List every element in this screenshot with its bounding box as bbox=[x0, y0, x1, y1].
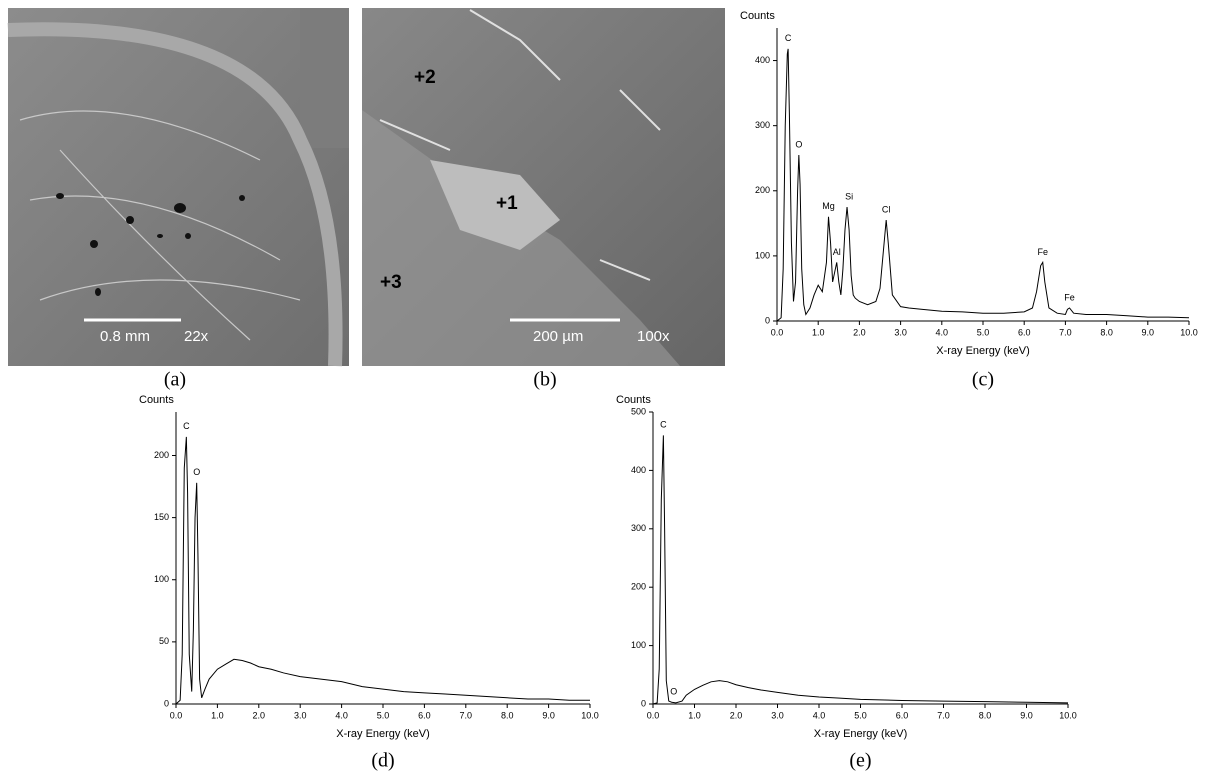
y-tick-label: 50 bbox=[159, 636, 169, 646]
magnification: 100x bbox=[637, 328, 670, 345]
point-marker: +2 bbox=[414, 67, 436, 88]
y-axis-label: Counts bbox=[740, 10, 775, 22]
scale-bar-label: 200 µm bbox=[533, 328, 583, 345]
image-pores bbox=[56, 193, 245, 296]
image-edges bbox=[379, 9, 661, 281]
x-tick-label: 0.0 bbox=[771, 327, 784, 337]
x-axis-label: X-ray Energy (keV) bbox=[936, 345, 1030, 357]
peak-label: C bbox=[660, 420, 667, 430]
x-tick-label: 3.0 bbox=[294, 710, 307, 720]
x-tick-label: 6.0 bbox=[896, 710, 909, 720]
peak-label: Al bbox=[833, 247, 841, 257]
x-tick-label: 2.0 bbox=[253, 710, 266, 720]
sem-image-a: 0.8 mm 22x bbox=[7, 8, 349, 367]
peak-label: O bbox=[193, 467, 200, 477]
x-tick-label: 1.0 bbox=[812, 327, 825, 337]
x-tick-label: 5.0 bbox=[977, 327, 990, 337]
y-tick-label: 0 bbox=[164, 698, 169, 708]
caption: (d) bbox=[371, 750, 394, 772]
peak-label: O bbox=[795, 139, 802, 149]
x-tick-label: 1.0 bbox=[688, 710, 701, 720]
spectrum-line bbox=[175, 436, 590, 705]
y-tick-label: 200 bbox=[755, 185, 770, 195]
spectrum-line bbox=[776, 48, 1190, 322]
x-tick-label: 9.0 bbox=[542, 710, 555, 720]
x-tick-label: 1.0 bbox=[211, 710, 224, 720]
x-tick-label: 4.0 bbox=[335, 710, 348, 720]
x-tick-label: 3.0 bbox=[771, 710, 784, 720]
image-particle bbox=[430, 160, 560, 250]
x-tick-label: 2.0 bbox=[730, 710, 743, 720]
peak-label: Si bbox=[845, 191, 853, 201]
y-axis-label: Counts bbox=[616, 394, 651, 406]
image-region bbox=[300, 8, 349, 148]
y-tick-label: 150 bbox=[154, 512, 169, 522]
x-tick-label: 6.0 bbox=[418, 710, 431, 720]
caption: (a) bbox=[164, 369, 186, 391]
peak-label: C bbox=[785, 33, 792, 43]
x-tick-label: 7.0 bbox=[460, 710, 473, 720]
x-tick-label: 10.0 bbox=[581, 710, 599, 720]
y-tick-label: 0 bbox=[765, 315, 770, 325]
x-tick-label: 3.0 bbox=[894, 327, 907, 337]
scale-bar-label: 0.8 mm bbox=[100, 328, 150, 345]
x-tick-label: 5.0 bbox=[854, 710, 867, 720]
y-tick-label: 400 bbox=[755, 55, 770, 65]
caption: (c) bbox=[972, 369, 994, 391]
peak-label: Cl bbox=[882, 204, 891, 214]
x-tick-label: 9.0 bbox=[1142, 327, 1155, 337]
peak-label: Fe bbox=[1037, 247, 1048, 257]
x-tick-label: 7.0 bbox=[1059, 327, 1072, 337]
x-tick-label: 5.0 bbox=[377, 710, 390, 720]
x-tick-label: 4.0 bbox=[813, 710, 826, 720]
y-tick-label: 300 bbox=[755, 120, 770, 130]
peak-label: O bbox=[670, 687, 677, 697]
caption: (e) bbox=[849, 750, 871, 772]
x-tick-label: 4.0 bbox=[936, 327, 949, 337]
caption: (b) bbox=[533, 369, 556, 391]
peak-label: C bbox=[183, 421, 190, 431]
x-axis-label: X-ray Energy (keV) bbox=[336, 728, 430, 740]
y-tick-label: 100 bbox=[154, 574, 169, 584]
x-tick-label: 2.0 bbox=[853, 327, 866, 337]
x-tick-label: 8.0 bbox=[501, 710, 514, 720]
x-tick-label: 8.0 bbox=[1100, 327, 1113, 337]
y-tick-label: 100 bbox=[631, 640, 646, 650]
sem-image-b: 200 µm 100x +2 +1 +3 bbox=[362, 8, 725, 366]
x-tick-label: 6.0 bbox=[1018, 327, 1031, 337]
x-tick-label: 10.0 bbox=[1059, 710, 1077, 720]
x-tick-label: 8.0 bbox=[979, 710, 992, 720]
y-axis-label: Counts bbox=[139, 394, 174, 406]
y-tick-label: 500 bbox=[631, 406, 646, 416]
image-rim bbox=[7, 22, 343, 367]
x-tick-label: 0.0 bbox=[647, 710, 660, 720]
point-marker: +3 bbox=[380, 272, 402, 293]
x-tick-label: 0.0 bbox=[170, 710, 183, 720]
peak-label: Fe bbox=[1064, 292, 1075, 302]
x-tick-label: 10.0 bbox=[1180, 327, 1198, 337]
y-tick-label: 400 bbox=[631, 465, 646, 475]
y-tick-label: 200 bbox=[631, 582, 646, 592]
x-axis-label: X-ray Energy (keV) bbox=[814, 728, 908, 740]
x-tick-label: 9.0 bbox=[1020, 710, 1033, 720]
y-tick-label: 100 bbox=[755, 250, 770, 260]
spectrum-line bbox=[652, 435, 1069, 705]
y-tick-label: 300 bbox=[631, 523, 646, 533]
y-tick-label: 0 bbox=[641, 698, 646, 708]
x-tick-label: 7.0 bbox=[937, 710, 950, 720]
image-background bbox=[8, 8, 349, 366]
image-cracks bbox=[19, 110, 301, 341]
peak-label: Mg bbox=[822, 201, 835, 211]
magnification: 22x bbox=[184, 328, 209, 345]
point-marker: +1 bbox=[496, 193, 518, 214]
y-tick-label: 200 bbox=[154, 450, 169, 460]
